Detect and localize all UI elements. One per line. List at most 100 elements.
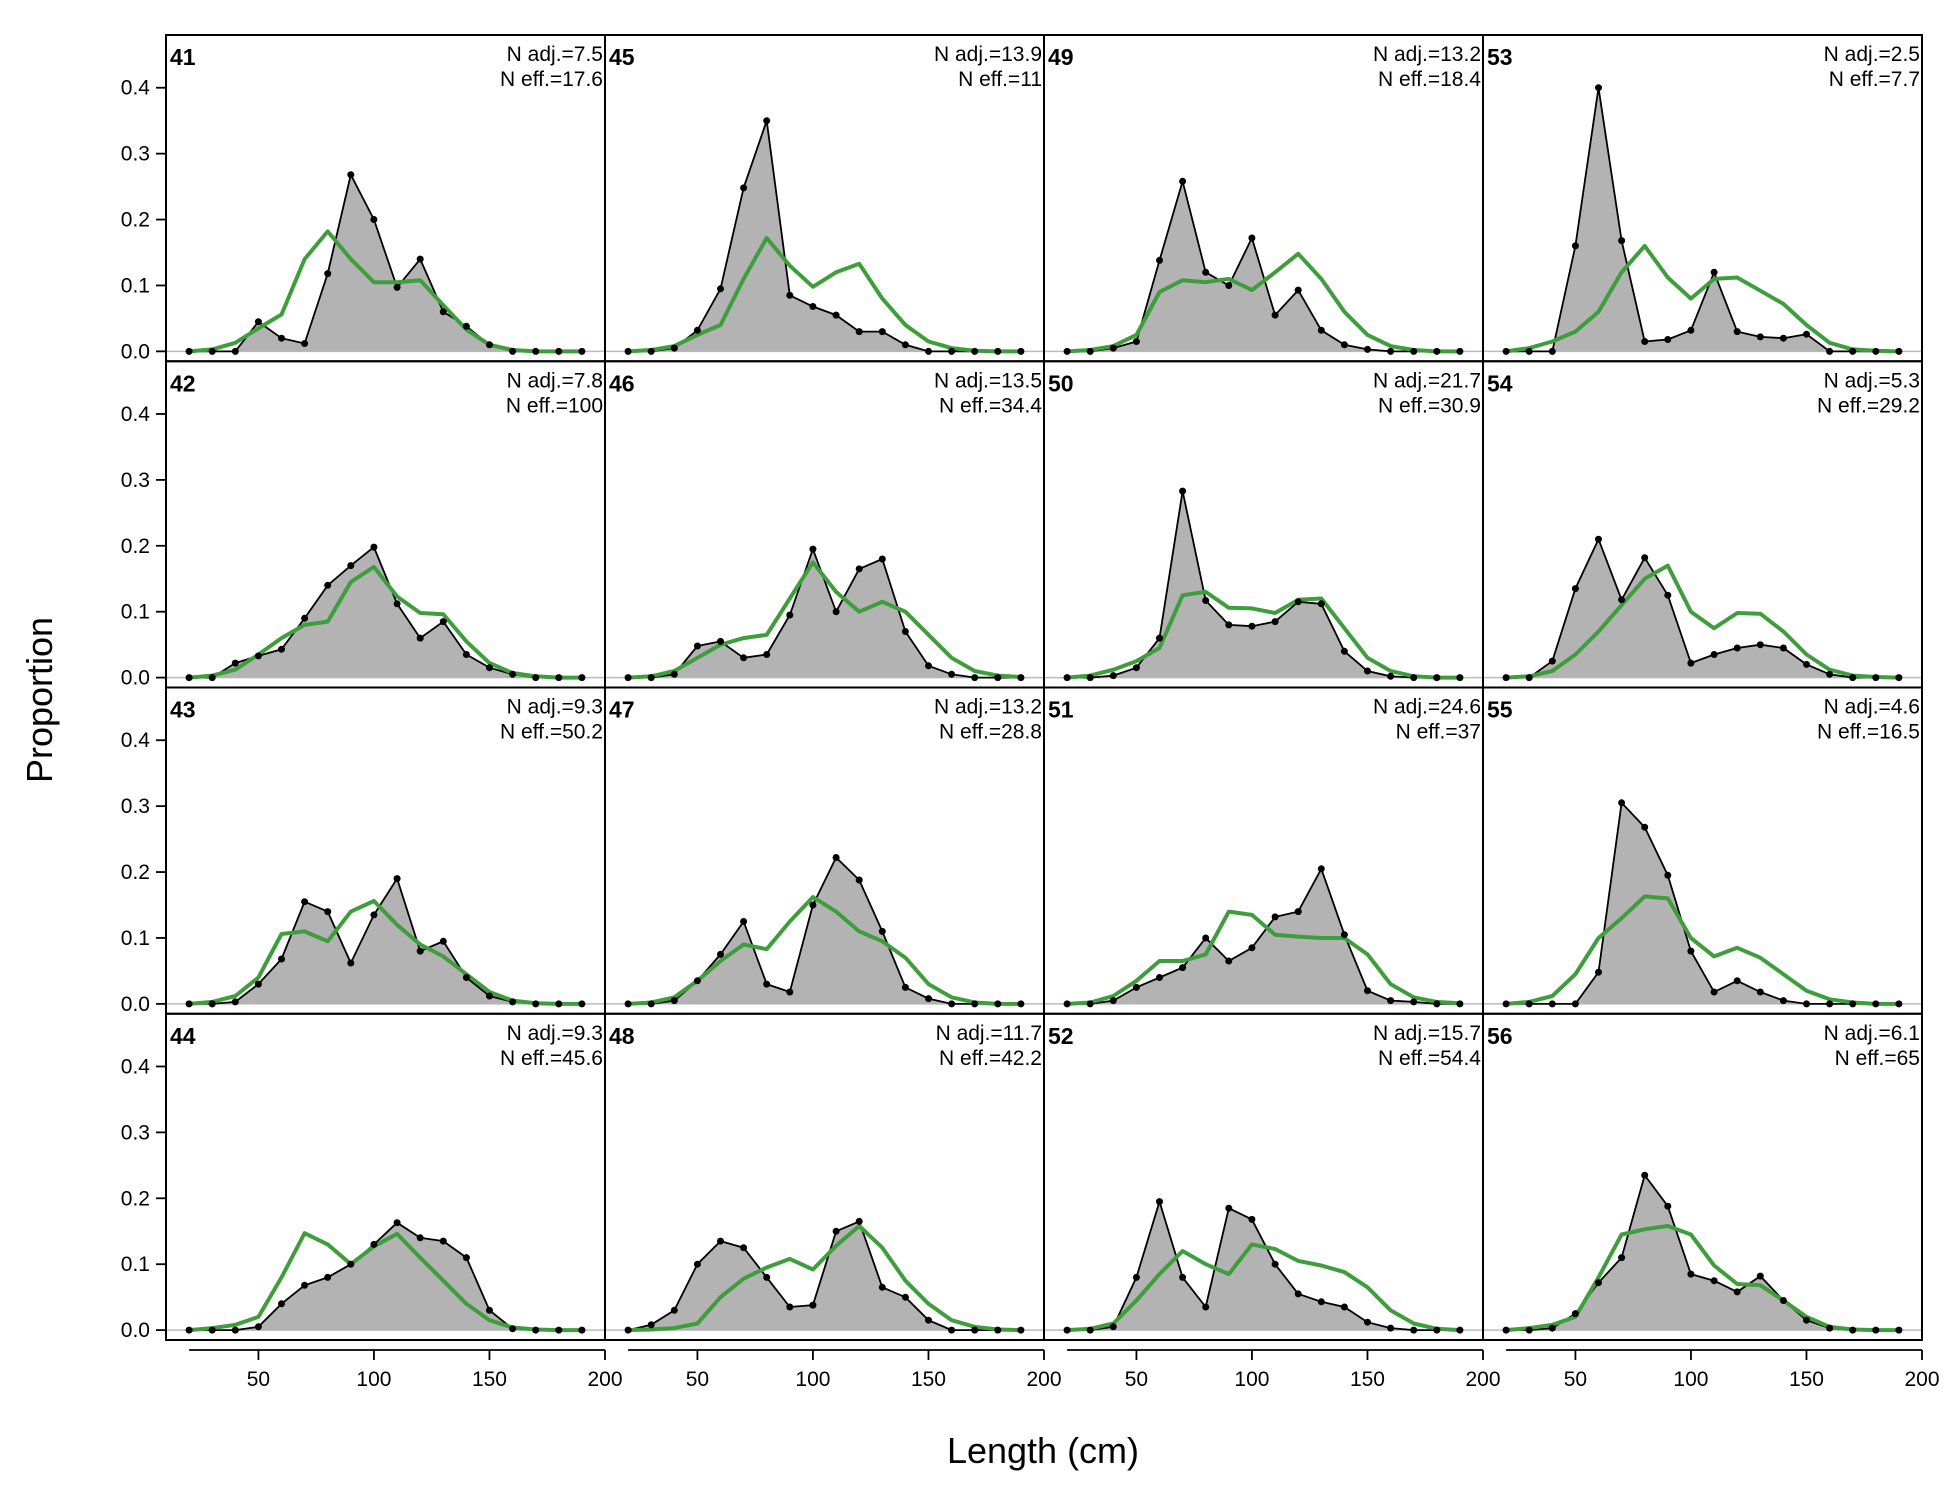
expected-line bbox=[188, 564, 582, 680]
observed-point bbox=[1156, 974, 1163, 981]
observed-point bbox=[1664, 336, 1672, 343]
observed-area bbox=[189, 174, 582, 352]
observed-point bbox=[925, 347, 932, 355]
observed-point bbox=[1433, 1326, 1441, 1334]
observed-point bbox=[786, 1303, 794, 1311]
observed-point bbox=[208, 347, 216, 355]
observed-point bbox=[1156, 1198, 1163, 1206]
observed-point bbox=[1202, 268, 1210, 276]
observed-point bbox=[1733, 644, 1741, 652]
observed-point bbox=[1132, 1273, 1140, 1281]
observed-point bbox=[1063, 1000, 1071, 1008]
observed-point bbox=[462, 1254, 470, 1262]
observed-point bbox=[555, 347, 563, 355]
y-tick-label: 0.4 bbox=[121, 77, 151, 100]
observed-point bbox=[1687, 326, 1695, 334]
observed-point bbox=[717, 637, 724, 645]
x-tick-label: 50 bbox=[1564, 1368, 1587, 1391]
observed-point bbox=[254, 652, 262, 660]
observed-point bbox=[532, 1000, 540, 1008]
observed-point bbox=[1849, 1326, 1857, 1334]
observed-point bbox=[439, 618, 447, 626]
observed-point bbox=[763, 980, 771, 988]
observed-point bbox=[486, 341, 493, 349]
panel-label: 49 bbox=[1048, 44, 1074, 70]
observed-point bbox=[1872, 674, 1880, 682]
observed-point bbox=[1271, 618, 1279, 626]
observed-point bbox=[486, 1306, 493, 1314]
observed-point bbox=[1803, 330, 1810, 338]
observed-point bbox=[555, 1000, 563, 1008]
y-tick-label: 0.4 bbox=[121, 729, 151, 752]
observed-point bbox=[1433, 674, 1441, 682]
n-adj-label: N adj.=11.7 bbox=[936, 1022, 1042, 1045]
observed-point bbox=[1271, 1260, 1279, 1268]
n-eff-label: N eff.=42.2 bbox=[939, 1047, 1042, 1070]
n-adj-label: N adj.=15.7 bbox=[1373, 1022, 1481, 1045]
observed-point bbox=[624, 1000, 632, 1008]
observed-point bbox=[1618, 237, 1626, 245]
y-tick-label: 0.0 bbox=[121, 1319, 150, 1342]
observed-point bbox=[1710, 268, 1718, 276]
observed-point bbox=[878, 328, 886, 336]
panel-grid: 41 N adj.=7.5N eff.=17.642 N adj.=7.8N eff… bbox=[165, 34, 1923, 1341]
observed-point bbox=[393, 1219, 401, 1227]
observed-point bbox=[1826, 670, 1834, 678]
x-tick-label: 150 bbox=[911, 1368, 946, 1391]
observed-point bbox=[1641, 338, 1649, 345]
observed-point bbox=[1340, 1303, 1348, 1311]
observed-point bbox=[1595, 535, 1602, 543]
observed-point bbox=[1086, 674, 1094, 682]
y-tick-label: 0.1 bbox=[121, 601, 150, 624]
observed-point bbox=[347, 1260, 355, 1268]
observed-point bbox=[486, 664, 493, 672]
observed-point bbox=[324, 1273, 332, 1281]
observed-point bbox=[1664, 591, 1672, 599]
observed-area bbox=[1067, 1201, 1460, 1331]
observed-point bbox=[1571, 1310, 1579, 1318]
observed-point bbox=[231, 998, 239, 1006]
observed-point bbox=[416, 634, 424, 642]
x-tick-label: 100 bbox=[1234, 1368, 1269, 1391]
observed-point bbox=[1456, 347, 1464, 355]
observed-point bbox=[1317, 1298, 1325, 1306]
observed-point bbox=[185, 347, 193, 355]
observed-point bbox=[670, 1306, 678, 1314]
observed-point bbox=[971, 347, 979, 355]
observed-point bbox=[1710, 1277, 1718, 1285]
observed-point bbox=[1109, 997, 1117, 1005]
observed-point bbox=[1271, 311, 1279, 319]
n-eff-label: N eff.=30.9 bbox=[1378, 394, 1481, 417]
panel-label: 52 bbox=[1048, 1023, 1074, 1049]
observed-point bbox=[231, 347, 239, 355]
observed-line bbox=[1506, 87, 1899, 353]
observed-point bbox=[1387, 1324, 1395, 1332]
n-eff-label: N eff.=29.2 bbox=[1817, 394, 1920, 417]
panel-54: 54 N adj.=5.3N eff.=29.2 bbox=[1482, 360, 1923, 689]
observed-point bbox=[1387, 672, 1395, 680]
observed-point bbox=[278, 1300, 285, 1308]
observed-point bbox=[1248, 622, 1256, 630]
n-adj-label: N adj.=13.2 bbox=[1373, 43, 1481, 66]
observed-point bbox=[1641, 554, 1649, 562]
observed-point bbox=[1803, 1316, 1810, 1324]
observed-point bbox=[786, 611, 794, 619]
n-adj-label: N adj.=6.1 bbox=[1824, 1022, 1920, 1045]
observed-point bbox=[1687, 1270, 1695, 1278]
observed-point bbox=[324, 270, 332, 278]
n-eff-label: N eff.=45.6 bbox=[500, 1047, 603, 1070]
n-adj-label: N adj.=24.6 bbox=[1373, 696, 1481, 719]
y-tick-label: 0.1 bbox=[121, 1253, 150, 1276]
x-tick-label: 50 bbox=[686, 1368, 709, 1391]
observed-point bbox=[1826, 1324, 1834, 1332]
observed-point bbox=[1571, 1000, 1579, 1008]
observed-point bbox=[1017, 674, 1025, 682]
observed-line bbox=[1067, 490, 1460, 679]
observed-point bbox=[1317, 865, 1325, 873]
panel-44: 44 N adj.=9.3N eff.=45.6 bbox=[165, 1012, 606, 1341]
observed-point bbox=[624, 347, 632, 355]
observed-point bbox=[1525, 1000, 1533, 1008]
x-tick-label: 200 bbox=[1026, 1368, 1061, 1391]
observed-point bbox=[578, 674, 586, 682]
n-adj-label: N adj.=7.8 bbox=[507, 369, 603, 392]
